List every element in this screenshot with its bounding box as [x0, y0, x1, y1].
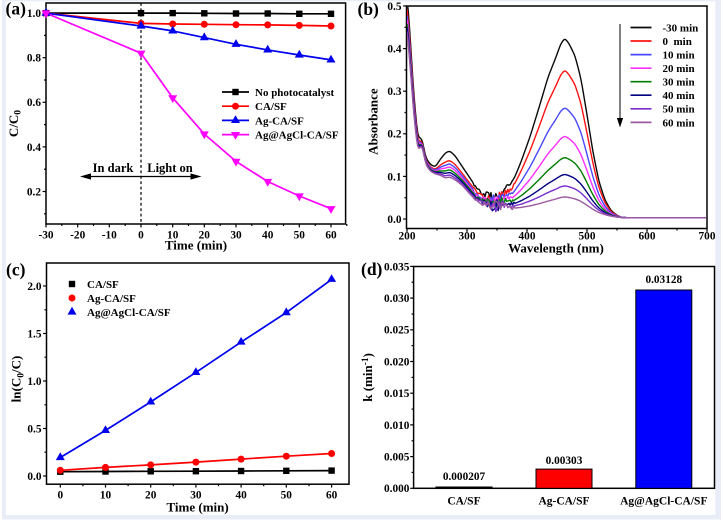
svg-text:0.8: 0.8: [27, 53, 41, 65]
svg-text:-30 min: -30 min: [663, 22, 699, 34]
svg-text:50: 50: [294, 230, 306, 242]
svg-text:Time (min): Time (min): [165, 238, 227, 253]
svg-text:60 min: 60 min: [663, 117, 695, 129]
svg-text:(c): (c): [6, 259, 26, 279]
svg-text:-10: -10: [102, 230, 117, 242]
svg-text:Ag-CA/SF: Ag-CA/SF: [87, 293, 136, 305]
svg-text:0.025: 0.025: [384, 325, 410, 337]
svg-text:-20: -20: [70, 230, 85, 242]
svg-text:500: 500: [579, 231, 596, 243]
svg-text:Ag@AgCl-CA/SF: Ag@AgCl-CA/SF: [87, 307, 171, 319]
svg-text:(d): (d): [361, 259, 383, 279]
svg-text:Ag-CA/SF: Ag-CA/SF: [255, 115, 304, 127]
svg-text:Time (min): Time (min): [166, 499, 228, 514]
svg-text:C/C0: C/C0: [6, 110, 24, 137]
svg-text:0.4: 0.4: [387, 44, 401, 56]
svg-text:20: 20: [145, 490, 157, 502]
svg-text:Ag-CA/SF: Ag-CA/SF: [538, 496, 589, 508]
svg-text:0.035: 0.035: [384, 261, 410, 273]
svg-text:0.020: 0.020: [384, 356, 410, 368]
svg-text:(a): (a): [6, 0, 27, 18]
svg-text:0.2: 0.2: [27, 186, 41, 198]
svg-text:0.6: 0.6: [27, 97, 41, 109]
svg-text:30: 30: [190, 490, 202, 502]
svg-text:50: 50: [281, 490, 293, 502]
svg-text:0.03128: 0.03128: [645, 274, 682, 286]
svg-text:0.5: 0.5: [387, 1, 401, 13]
svg-text:0.030: 0.030: [384, 293, 410, 305]
svg-text:0: 0: [138, 230, 144, 242]
svg-text:30: 30: [230, 230, 242, 242]
svg-text:0.4: 0.4: [27, 142, 41, 154]
svg-text:1.0: 1.0: [27, 8, 41, 20]
svg-text:10: 10: [100, 490, 112, 502]
svg-text:0.000: 0.000: [384, 483, 410, 495]
svg-text:Absorbance: Absorbance: [366, 88, 381, 155]
svg-text:200: 200: [399, 231, 416, 243]
svg-text:40: 40: [235, 490, 247, 502]
svg-text:0: 0: [57, 490, 63, 502]
svg-text:0.0: 0.0: [27, 471, 41, 483]
svg-text:10 min: 10 min: [663, 50, 695, 62]
svg-text:Ag@AgCl-CA/SF: Ag@AgCl-CA/SF: [620, 496, 707, 508]
svg-text:40 min: 40 min: [663, 90, 695, 102]
svg-text:0.2: 0.2: [387, 129, 401, 141]
svg-text:0.5: 0.5: [27, 423, 41, 435]
svg-text:In dark: In dark: [93, 161, 134, 175]
svg-text:1.5: 1.5: [27, 328, 41, 340]
svg-text:10: 10: [167, 230, 179, 242]
svg-text:0 min: 0 min: [663, 36, 692, 48]
svg-text:0.1: 0.1: [387, 171, 401, 183]
svg-text:700: 700: [699, 231, 716, 243]
svg-text:60: 60: [326, 490, 338, 502]
svg-text:0.3: 0.3: [387, 86, 401, 98]
svg-text:600: 600: [639, 231, 656, 243]
svg-text:0.0: 0.0: [387, 214, 401, 226]
svg-text:2.0: 2.0: [27, 281, 41, 293]
svg-text:20 min: 20 min: [663, 63, 695, 75]
svg-text:40: 40: [262, 230, 274, 242]
svg-text:30 min: 30 min: [663, 77, 695, 89]
svg-text:0.005: 0.005: [384, 452, 410, 464]
svg-text:1.0: 1.0: [27, 376, 41, 388]
svg-text:No photocatalyst: No photocatalyst: [255, 87, 334, 99]
svg-text:-30: -30: [38, 230, 53, 242]
svg-text:CA/SF: CA/SF: [255, 101, 287, 113]
svg-text:(b): (b): [358, 0, 380, 19]
svg-text:60: 60: [325, 230, 337, 242]
svg-text:CA/SF: CA/SF: [87, 279, 119, 291]
svg-text:400: 400: [519, 231, 536, 243]
svg-text:0.010: 0.010: [384, 420, 410, 432]
svg-text:0.000207: 0.000207: [443, 471, 486, 483]
svg-text:ln(C0/C): ln(C0/C): [9, 356, 27, 403]
svg-text:50 min: 50 min: [663, 104, 695, 116]
svg-text:Wavelength (nm): Wavelength (nm): [508, 240, 604, 255]
svg-text:Light on: Light on: [147, 161, 193, 175]
svg-text:0.00303: 0.00303: [546, 455, 583, 467]
svg-text:Ag@AgCl-CA/SF: Ag@AgCl-CA/SF: [255, 130, 339, 142]
svg-text:300: 300: [459, 231, 476, 243]
svg-text:20: 20: [199, 230, 211, 242]
svg-text:0.015: 0.015: [384, 388, 410, 400]
svg-text:CA/SF: CA/SF: [447, 496, 480, 508]
